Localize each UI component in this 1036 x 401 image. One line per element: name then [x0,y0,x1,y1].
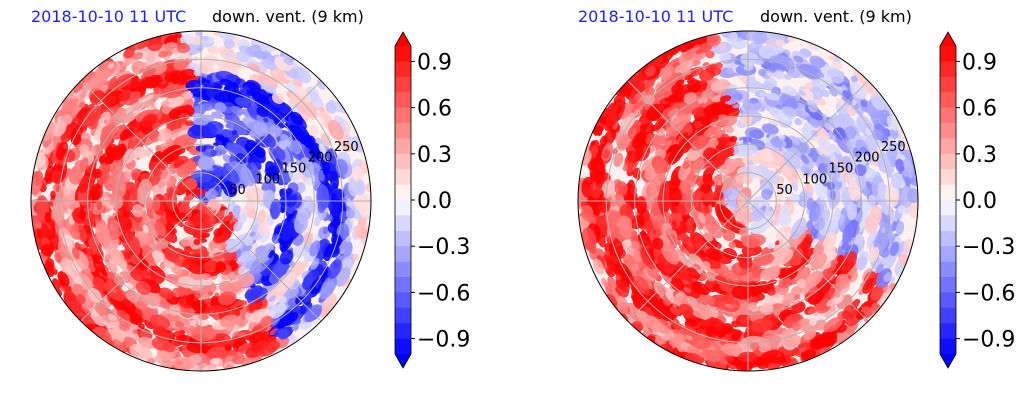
colorbar-level [940,61,956,78]
colorbar-level [395,184,411,201]
colorbar-tick-label: −0.6 [962,281,1015,306]
colorbar-level [395,138,411,155]
heatmap-cell [327,222,339,234]
chart-time-label-right: 2018-10-10 11 UTC [578,7,734,26]
colorbar-level [395,215,411,232]
colorbar-level [940,323,956,339]
colorbar-level [395,200,411,216]
colorbar-tick-label: 0.0 [962,189,997,214]
colorbar-tick-label: 0.9 [417,50,452,75]
colorbar-tick-label: 0.0 [417,189,452,214]
colorbar-extend-max [395,32,411,46]
colorbar-level [395,307,411,324]
colorbar-tick-label: 0.3 [417,143,452,168]
colorbar-tick-label: 0.3 [962,143,997,168]
heatmap-cell [232,204,241,216]
colorbar-tick-label: −0.3 [962,235,1015,260]
colorbar-level [395,46,411,62]
colorbar-level [395,92,411,108]
colorbar-level [940,277,956,293]
radial-tick-label: 150 [282,162,307,177]
colorbar-level [940,123,956,139]
colorbar-level [395,261,411,278]
colorbar-level [940,107,956,124]
colorbar-level [395,169,411,185]
colorbar-level [940,338,956,355]
chart-time-label-left: 2018-10-10 11 UTC [31,7,187,26]
heatmap-cell [156,128,172,142]
radial-tick-label: 50 [229,183,246,198]
colorbar-level [940,92,956,108]
heatmap-cell [257,221,270,236]
colorbar-level [395,76,411,93]
colorbar-level [940,215,956,232]
polar-grid [578,31,918,371]
colorbar-level [940,76,956,93]
colorbar-level [940,184,956,201]
colorbar-level [940,200,956,216]
heatmap-cell [121,60,131,67]
radial-tick-label: 100 [802,172,827,187]
colorbar-tick-label: −0.3 [417,235,470,260]
chart-panel-left: 50 100 150 200 250 0.9 0.6 0.3 0.0 −0.3 −0.6 −0.9 2… [30,7,470,372]
colorbar-level [395,230,411,247]
colorbar-level [395,338,411,355]
colorbar-level [940,307,956,324]
colorbar-level [395,61,411,78]
colorbar: 0.9 0.6 0.3 0.0 −0.3 −0.6 −0.9 [939,31,1015,369]
radial-tick-label: 50 [776,183,793,198]
heatmap-cell [161,358,172,365]
colorbar-level [395,277,411,293]
colorbar-level [940,153,956,170]
colorbar-tick-label: 0.6 [417,97,452,122]
colorbar-tick-label: −0.9 [962,328,1015,353]
colorbar-level [395,107,411,124]
chart-panel-right: 50 100 150 200 250 0.9 0.6 0.3 0.0 −0.3 −0.6 −0.9 2… [546,0,1036,401]
colorbar-level [940,292,956,309]
colorbar-level [940,261,956,278]
chart-title-left: down. vent. (9 km) [212,7,364,26]
colorbar-level [940,169,956,185]
colorbar-level [395,292,411,309]
colorbar-extend-min [395,354,411,368]
colorbar-level [395,246,411,262]
radial-tick-label: 200 [855,151,880,166]
radial-tick-label: 250 [334,140,359,155]
colorbar-extend-max [940,32,956,46]
colorbar-level [395,123,411,139]
radial-tick-label: 250 [881,140,906,155]
colorbar-tick-label: −0.9 [417,328,470,353]
chart-title-right: down. vent. (9 km) [760,7,912,26]
colorbar: 0.9 0.6 0.3 0.0 −0.3 −0.6 −0.9 [394,31,470,369]
colorbar-level [940,138,956,155]
colorbar-level [395,323,411,339]
heatmap-field [31,31,371,371]
colorbar-level [940,230,956,247]
radial-tick-label: 100 [255,172,280,187]
colorbar-tick-label: 0.6 [962,97,997,122]
colorbar-extend-min [940,354,956,368]
radial-tick-label: 200 [308,151,333,166]
polar-grid [31,31,371,371]
colorbar-level [395,153,411,170]
radial-tick-label: 150 [829,162,854,177]
colorbar-level [940,246,956,262]
colorbar-level [940,46,956,62]
colorbar-tick-label: −0.6 [417,281,470,306]
colorbar-tick-label: 0.9 [962,50,997,75]
